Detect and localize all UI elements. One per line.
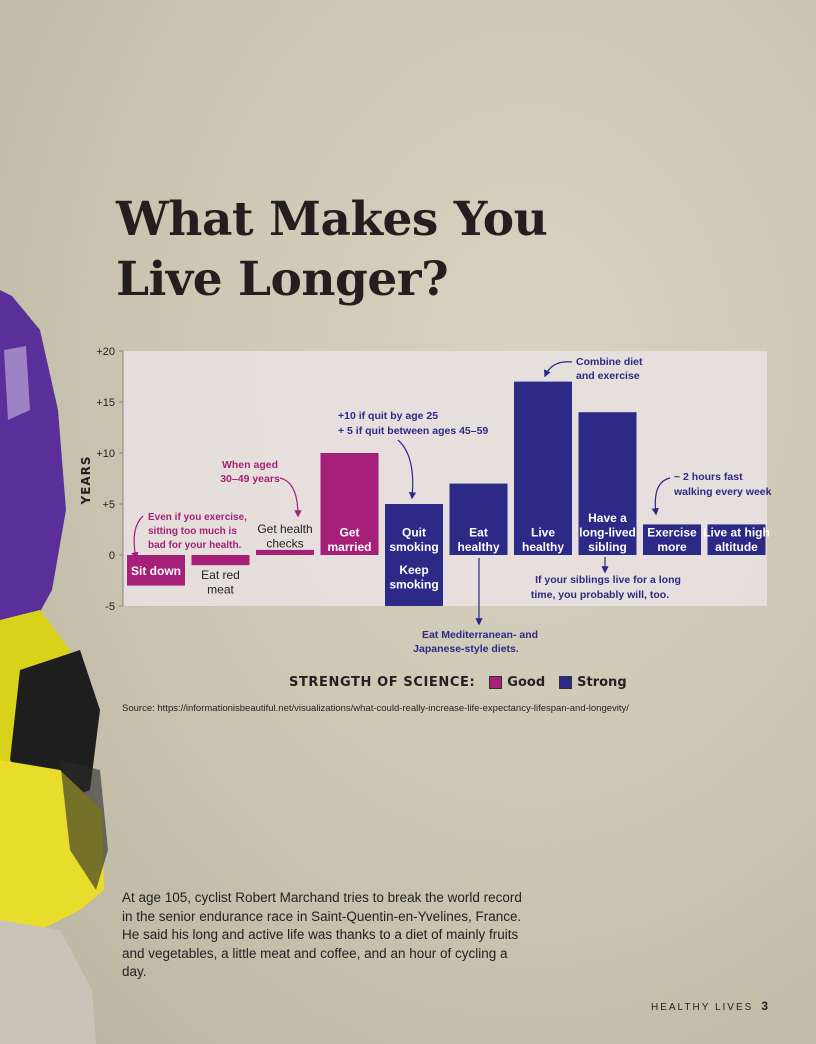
- bar: [707, 524, 766, 555]
- annotation-text: Combine diet: [576, 356, 643, 368]
- annotation-arrow: [279, 477, 302, 518]
- annotation-arrow: [544, 361, 573, 378]
- page-number: 3: [761, 999, 768, 1013]
- chart-legend: STRENGTH OF SCIENCE: Good Strong: [289, 675, 641, 690]
- bar: [385, 555, 443, 606]
- y-tick-label: +5: [102, 499, 115, 511]
- bar-label: Have a: [588, 511, 627, 525]
- bar-label: meat: [207, 583, 234, 597]
- annotation-text: Japanese-style diets.: [413, 643, 519, 655]
- bar-label: Live: [531, 526, 555, 540]
- bar: [256, 549, 314, 555]
- legend-label-strong: Strong: [577, 675, 627, 690]
- annotation-text: Even if you exercise,: [148, 512, 247, 523]
- bar: [449, 483, 508, 555]
- bar-label: sibling: [588, 540, 627, 554]
- bar-label: Get: [339, 526, 359, 540]
- legend-title: STRENGTH OF SCIENCE:: [289, 675, 476, 690]
- bar: [320, 453, 379, 555]
- bar-label: altitude: [715, 540, 758, 554]
- page-footer: HEALTHY LIVES 3: [651, 999, 768, 1013]
- source-credit: Source: https://informationisbeautiful.n…: [122, 703, 629, 714]
- annotation-siblings: If your siblings live for a long time, y…: [531, 574, 681, 601]
- annotation-text: If your siblings live for a long: [535, 574, 681, 586]
- annotation-arrow: [131, 515, 144, 560]
- annotation-arrow: [651, 477, 671, 516]
- bar-label: Sit down: [131, 564, 181, 578]
- annotation-text: time, you probably will, too.: [531, 589, 669, 601]
- bar-label: smoking: [389, 540, 438, 554]
- y-tick-label: 0: [109, 550, 115, 562]
- legend-swatch-good: [489, 676, 503, 689]
- bar-label: Live at high: [703, 526, 770, 540]
- bar-label: Exercise: [647, 526, 697, 540]
- annotation-combine-diet: Combine diet and exercise: [576, 356, 643, 382]
- bar: [191, 555, 250, 566]
- title-line-1: What Makes You: [116, 192, 548, 247]
- bar-label: long-lived: [579, 526, 636, 540]
- bar-label: Eat: [469, 526, 488, 540]
- annotation-text: ~ 2 hours fast: [674, 471, 743, 483]
- annotation-when-aged: When aged 30–49 years: [220, 459, 280, 485]
- annotation-text: 30–49 years: [220, 473, 280, 485]
- legend-item-good: Good: [489, 675, 545, 690]
- bar-label: Quit: [402, 526, 426, 540]
- bar-label: checks: [266, 537, 303, 551]
- bar: [578, 412, 637, 555]
- bar: [643, 524, 701, 555]
- footer-section: HEALTHY LIVES: [650, 1002, 754, 1013]
- annotation-text: When aged: [222, 459, 278, 471]
- annotation-text: bad for your health.: [148, 540, 242, 551]
- y-tick-label: +20: [96, 346, 115, 358]
- bar-label: healthy: [522, 540, 564, 554]
- annotation-quit-ages: +10 if quit by age 25 + 5 if quit betwee…: [338, 410, 488, 437]
- bar-label: married: [327, 540, 371, 554]
- annotation-walking: ~ 2 hours fast walking every week: [673, 471, 772, 498]
- bar: [385, 504, 443, 555]
- annotation-mediterranean: Eat Mediterranean- and Japanese-style di…: [413, 629, 538, 655]
- photo-caption: At age 105, cyclist Robert Marchand trie…: [122, 890, 522, 979]
- cyclist-photo: [0, 290, 108, 1044]
- bar-label: Keep: [399, 563, 428, 577]
- legend-label-good: Good: [507, 675, 546, 690]
- bar-label: more: [657, 540, 687, 554]
- bar-label: Get health: [257, 522, 312, 536]
- annotation-text: walking every week: [673, 486, 772, 498]
- y-tick-label: +15: [96, 397, 115, 409]
- bar-label: Eat red: [201, 568, 240, 582]
- bar: [514, 381, 572, 555]
- legend-item-strong: Strong: [559, 675, 627, 690]
- y-axis-label: YEARS: [79, 455, 93, 505]
- annotation-text: +10 if quit by age 25: [338, 410, 438, 422]
- y-tick-label: +10: [96, 448, 115, 460]
- bar-label: healthy: [457, 540, 499, 554]
- bar: [127, 555, 185, 586]
- annotation-arrow: [397, 439, 417, 500]
- annotation-text: sitting too much is: [148, 526, 237, 537]
- annotation-sitting: Even if you exercise, sitting too much i…: [148, 512, 247, 551]
- title-line-2: Live Longer?: [116, 252, 449, 307]
- bar-label: smoking: [389, 578, 438, 592]
- annotation-text: and exercise: [576, 370, 640, 382]
- annotation-text: + 5 if quit between ages 45–59: [338, 425, 488, 437]
- legend-swatch-strong: [559, 676, 573, 689]
- page-title: What Makes You Live Longer?: [116, 190, 548, 310]
- annotation-text: Eat Mediterranean- and: [422, 629, 538, 641]
- y-tick-label: -5: [105, 601, 115, 613]
